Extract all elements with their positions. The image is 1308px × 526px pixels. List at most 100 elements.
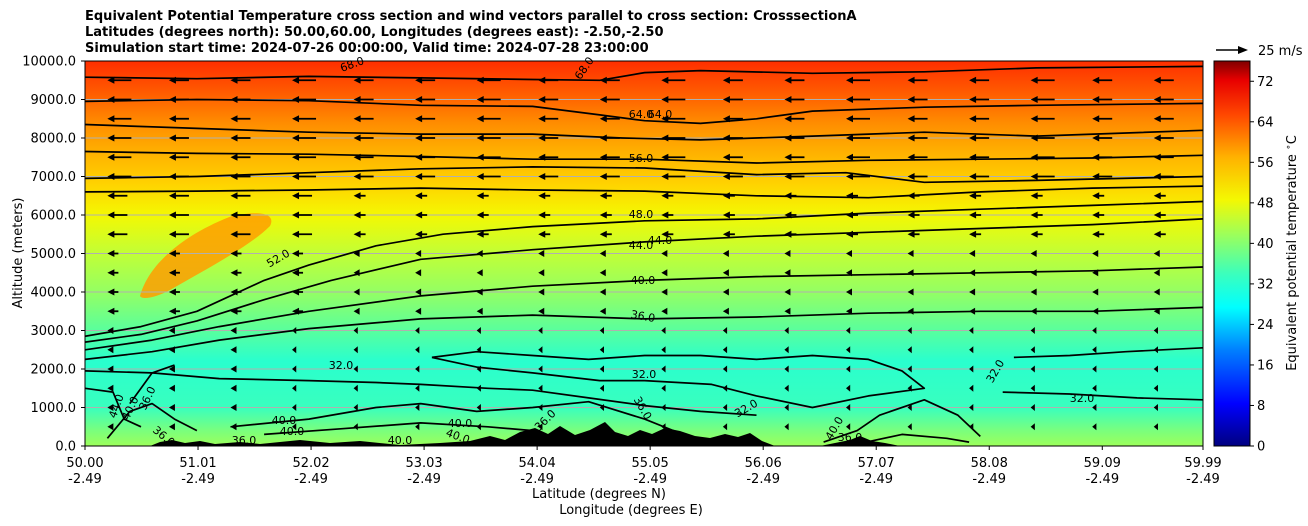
contour-line	[431, 350, 926, 409]
colorbar-tick-label: 8	[1257, 399, 1265, 414]
contour-label: 32.0	[329, 359, 354, 372]
x-tick-label-lat: 53.03	[405, 456, 442, 471]
wind-vector-head	[1030, 250, 1037, 257]
wind-vector-head	[846, 134, 854, 142]
wind-vector-head	[292, 346, 297, 354]
contour-label: 64.0	[629, 108, 654, 121]
wind-vector-head	[107, 250, 115, 257]
wind-vector-head	[353, 384, 358, 392]
wind-vector-head	[784, 365, 789, 373]
wind-vector-head	[1030, 327, 1035, 334]
quiver-key-label: 25 m/s	[1258, 44, 1303, 59]
colorbar	[1213, 60, 1251, 447]
wind-vector-head	[907, 365, 912, 373]
y-tick-label: 5000.0	[31, 247, 77, 262]
wind-vector-head	[1092, 192, 1100, 200]
wind-vector-head	[476, 173, 484, 180]
wind-vector-head	[969, 384, 974, 392]
wind-vector-head	[353, 423, 358, 431]
wind-vector-head	[1030, 173, 1038, 180]
wind-vector-head	[722, 76, 730, 84]
x-tick-label-lat: 59.99	[1184, 456, 1221, 471]
wind-vector-head	[230, 327, 237, 334]
x-tick-label-lat: 59.09	[1084, 456, 1121, 471]
wind-vector-head	[784, 288, 791, 296]
wind-vector-head	[415, 423, 420, 431]
wind-vector-head	[661, 153, 669, 161]
colorbar-tick-label: 64	[1257, 115, 1274, 130]
wind-vector-head	[476, 192, 484, 200]
wind-vector-head	[846, 288, 853, 296]
wind-vector-head	[168, 250, 176, 257]
contour-label: 44.0	[648, 234, 673, 247]
title-line-2: Latitudes (degrees north): 50.00,60.00, …	[85, 25, 664, 40]
wind-vector-head	[1030, 96, 1038, 103]
x-tick-label-lon: -2.49	[859, 472, 893, 487]
colorbar-label: Equivalent potential temperature ∘C	[1284, 135, 1300, 371]
x-tick-label-lat: 56.06	[745, 456, 782, 471]
wind-vector-head	[846, 384, 851, 392]
wind-vector-head	[230, 269, 238, 277]
wind-vector-head	[599, 384, 604, 392]
wind-vector-head	[538, 211, 546, 219]
wind-vector-head	[1092, 134, 1100, 142]
wind-vector-head	[599, 307, 606, 315]
wind-vector-head	[1153, 211, 1161, 219]
wind-vector-head	[168, 384, 175, 392]
wind-vector-head	[476, 115, 484, 123]
colorbar-tick-label: 32	[1257, 277, 1274, 292]
wind-vector-head	[292, 173, 300, 180]
wind-vector-head	[907, 173, 915, 180]
wind-vector-head	[661, 230, 669, 238]
wind-vector-head	[168, 307, 176, 315]
wind-vector-head	[230, 153, 238, 161]
wind-vector-head	[353, 211, 361, 219]
wind-vector-head	[907, 346, 912, 354]
wind-vector-head	[415, 288, 422, 296]
contour-line	[85, 200, 1203, 338]
title-line-1: Equivalent Potential Temperature cross s…	[85, 9, 857, 24]
y-tick-label: 9000.0	[31, 93, 77, 108]
wind-vector-head	[353, 404, 358, 411]
wind-vector-head	[969, 134, 977, 142]
wind-vector-head	[1153, 192, 1161, 200]
contour-line	[106, 402, 198, 439]
x-tick-label-lon: -2.49	[1186, 472, 1220, 487]
wind-vector-head	[538, 423, 543, 431]
y-tick-label: 2000.0	[31, 363, 77, 378]
wind-vector-head	[292, 404, 297, 411]
wind-vector-head	[784, 173, 792, 180]
wind-vector-head	[1030, 404, 1035, 411]
wind-vector-head	[1092, 250, 1099, 257]
wind-vector-head	[538, 115, 546, 123]
wind-vector-head	[599, 365, 604, 373]
wind-vector-head	[168, 288, 176, 296]
wind-vector-head	[661, 307, 668, 315]
contour-line	[129, 364, 175, 405]
wind-vector-head	[599, 192, 607, 200]
wind-vector-head	[353, 365, 358, 373]
wind-vector-head	[230, 384, 237, 392]
wind-vector-head	[292, 115, 300, 123]
y-tick-label: 0.0	[55, 440, 76, 455]
wind-vector-head	[353, 192, 361, 200]
x-axis-label-2: Longitude (degrees E)	[559, 503, 703, 518]
wind-vector-head	[230, 211, 238, 219]
wind-vector-head	[107, 365, 114, 373]
grid-lines	[85, 61, 1203, 446]
x-tick-label-lat: 55.05	[632, 456, 669, 471]
wind-vector-head	[599, 173, 607, 180]
wind-vector-head	[353, 288, 360, 296]
wind-vector-head	[846, 327, 851, 334]
wind-vector-head	[661, 96, 669, 103]
contour-label: 36.0	[232, 434, 257, 447]
contour-label: 36.0	[838, 431, 863, 444]
wind-vector-head	[107, 384, 114, 392]
wind-vector-head	[353, 230, 361, 238]
wind-vector-head	[476, 230, 484, 238]
wind-vector-head	[353, 173, 361, 180]
wind-vector-head	[230, 134, 238, 142]
wind-vector-head	[784, 96, 792, 103]
wind-vector-head	[168, 404, 175, 411]
contour-line	[1002, 391, 1203, 401]
